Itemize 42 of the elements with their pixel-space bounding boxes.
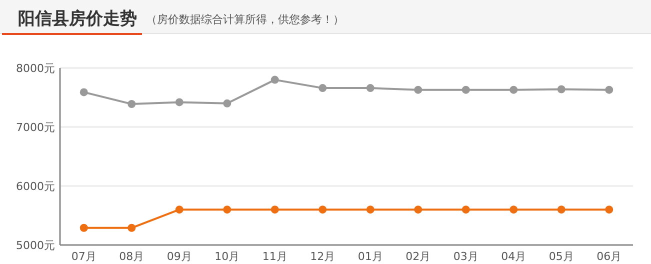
point (557, 206, 566, 214)
x-tick-label: 12月 (310, 250, 336, 263)
x-tick-label: 06月 (596, 250, 622, 263)
point (318, 84, 327, 92)
point (366, 84, 374, 92)
point (223, 206, 232, 214)
x-tick-label: 08月 (119, 250, 144, 263)
point (270, 76, 279, 84)
point (462, 206, 470, 214)
point (462, 86, 470, 94)
x-tick-label: 10月 (214, 250, 240, 263)
x-tick-label: 09月 (166, 250, 192, 263)
x-tick-label: 05月 (548, 250, 574, 263)
point (318, 206, 327, 214)
point (175, 206, 184, 214)
point (80, 88, 88, 96)
point (270, 206, 279, 214)
point (557, 85, 566, 94)
point (175, 98, 184, 106)
x-tick-label: 11月 (262, 250, 288, 263)
y-tick-label: 8000元 (16, 62, 55, 75)
point (510, 206, 518, 214)
point (414, 206, 422, 214)
x-tick-label: 03月 (453, 250, 478, 263)
chart-title: 阳信县房价走势 (18, 9, 137, 29)
x-tick-label: 04月 (501, 250, 526, 263)
x-tick-label: 07月 (71, 250, 96, 263)
point (605, 86, 614, 94)
x-tick-label: 01月 (358, 250, 383, 263)
point (128, 224, 136, 232)
point (414, 86, 422, 94)
point (223, 99, 232, 108)
y-tick-label: 7000元 (16, 120, 55, 134)
y-tick-label: 5000元 (16, 238, 55, 252)
y-tick-label: 6000元 (16, 180, 55, 193)
point (80, 224, 88, 232)
x-tick-label: 02月 (406, 250, 431, 263)
chart-subtitle: （房价数据综合计算所得，供您参考！） (146, 13, 344, 26)
point (510, 86, 518, 94)
point (366, 206, 374, 214)
point (605, 206, 614, 214)
point (128, 100, 136, 108)
